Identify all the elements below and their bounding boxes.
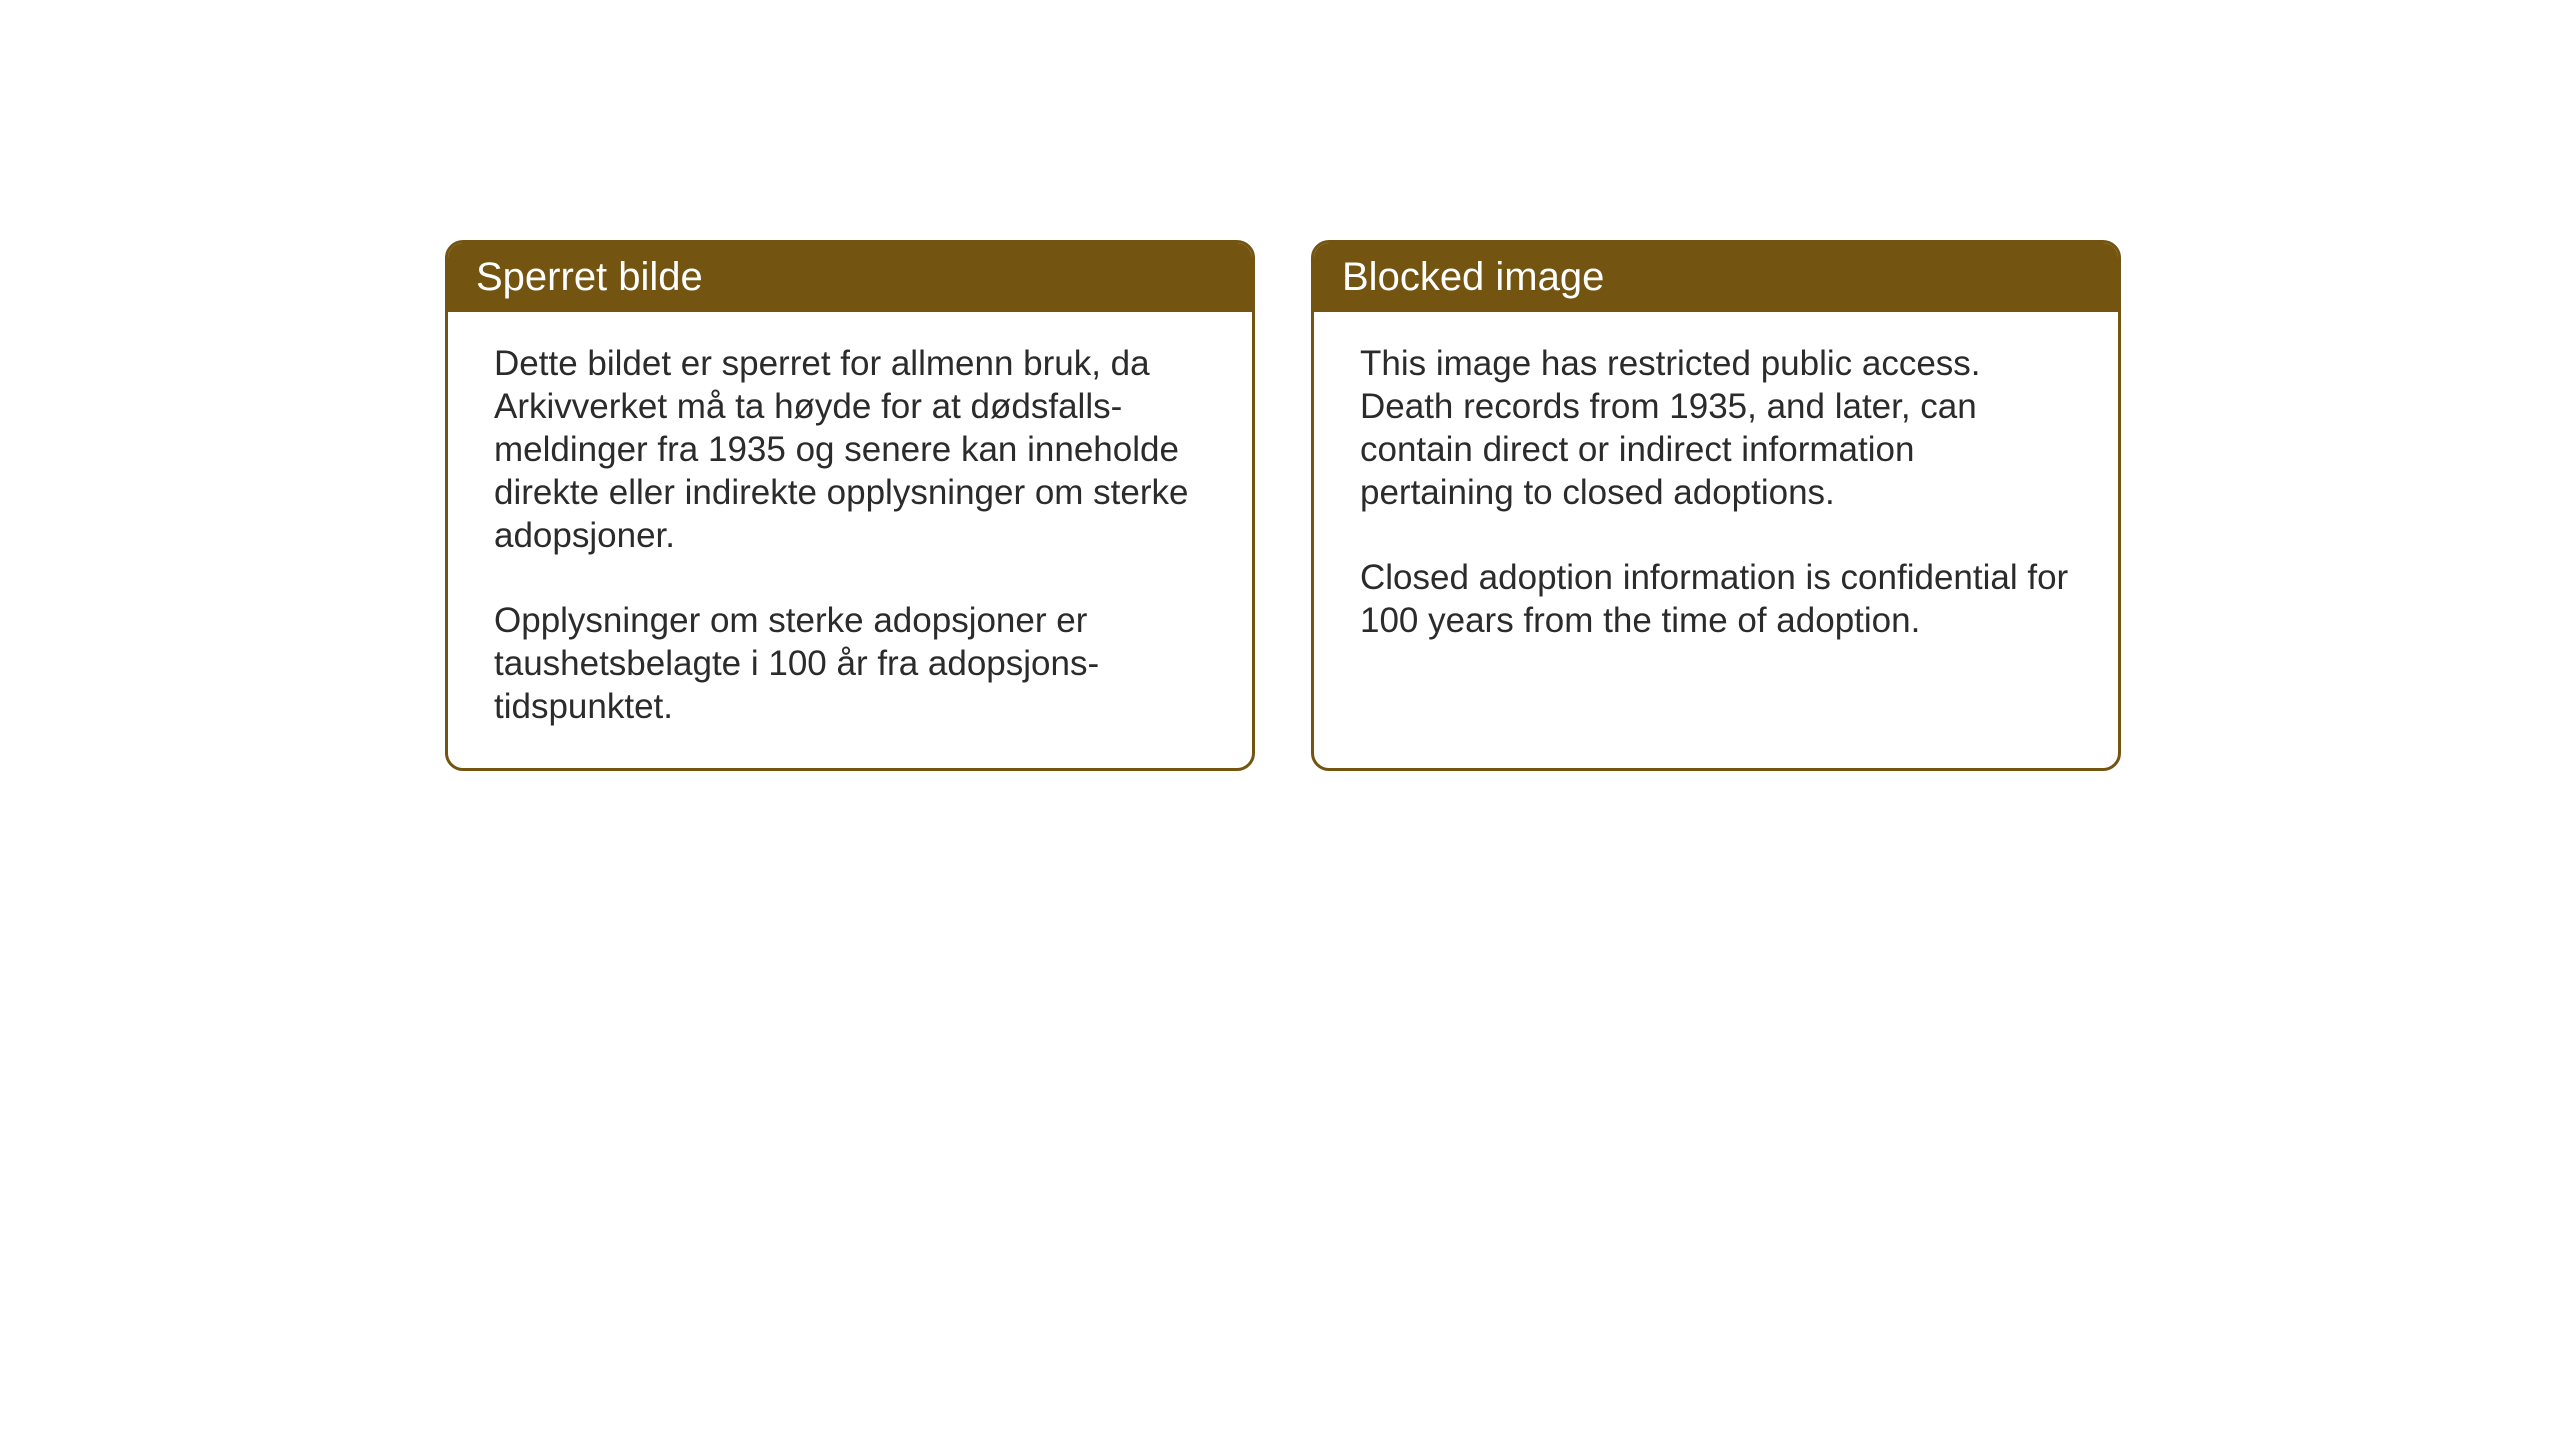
notice-paragraph: Opplysninger om sterke adopsjoner er tau…: [494, 599, 1206, 728]
notice-body-english: This image has restricted public access.…: [1314, 312, 2118, 682]
notice-body-norwegian: Dette bildet er sperret for allmenn bruk…: [448, 312, 1252, 768]
notice-paragraph: Closed adoption information is confident…: [1360, 556, 2072, 642]
notice-container: Sperret bilde Dette bildet er sperret fo…: [445, 240, 2121, 771]
notice-paragraph: This image has restricted public access.…: [1360, 342, 2072, 514]
notice-card-norwegian: Sperret bilde Dette bildet er sperret fo…: [445, 240, 1255, 771]
notice-header-english: Blocked image: [1314, 243, 2118, 312]
notice-card-english: Blocked image This image has restricted …: [1311, 240, 2121, 771]
notice-header-norwegian: Sperret bilde: [448, 243, 1252, 312]
notice-paragraph: Dette bildet er sperret for allmenn bruk…: [494, 342, 1206, 557]
